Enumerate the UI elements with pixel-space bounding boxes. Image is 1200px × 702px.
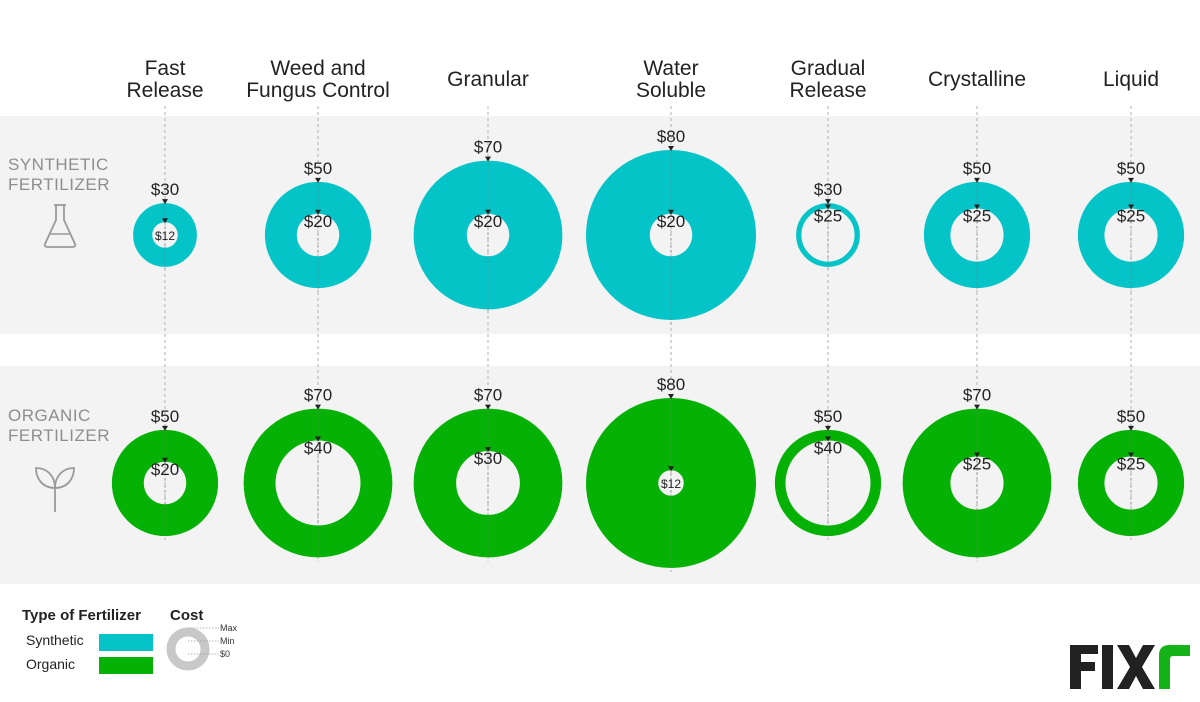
column-title-line: Liquid: [1102, 68, 1160, 91]
organic-min-label: $30: [474, 449, 502, 468]
organic-donut-fast-release: [111, 429, 219, 537]
column-title-line: Water: [643, 57, 699, 80]
legend-cost-title: Cost: [170, 607, 204, 624]
min-marker: [162, 218, 168, 224]
max-marker: [162, 199, 168, 205]
synthetic-max-label: $50: [963, 159, 991, 178]
max-marker: [162, 425, 168, 431]
min-marker: [974, 452, 980, 458]
column-title-line: Soluble: [635, 79, 707, 102]
sprout-icon: [35, 467, 75, 512]
synthetic-max-label: $50: [1117, 159, 1145, 178]
max-marker: [825, 199, 831, 205]
flask-icon: [43, 204, 77, 248]
column-title-line: Fast: [144, 57, 186, 80]
legend-synthetic-swatch: [99, 634, 153, 651]
max-marker: [485, 156, 491, 162]
synthetic-min-label: $25: [963, 206, 991, 225]
synthetic-max-label: $30: [814, 180, 842, 199]
organic-max-label: $70: [963, 386, 991, 405]
synthetic-max-label: $80: [657, 127, 685, 146]
organic-max-label: $50: [814, 407, 842, 426]
column-title-granular: Granular: [388, 69, 588, 91]
max-marker: [825, 425, 831, 431]
column-title-line: Weed and: [270, 57, 366, 80]
min-marker: [315, 436, 321, 442]
legend-min-label: Min: [220, 636, 235, 646]
organic-max-label: $50: [1117, 407, 1145, 426]
legend-max-label: Max: [220, 623, 238, 633]
min-marker: [1128, 204, 1134, 210]
organic-min-label: $25: [963, 454, 991, 473]
organic-max-label: $70: [304, 386, 332, 405]
column-title-line: Gradual: [790, 57, 866, 80]
synthetic-min-label: $25: [814, 206, 842, 225]
organic-max-label: $80: [657, 375, 685, 394]
min-marker: [668, 209, 674, 215]
synthetic-donut-granular: [413, 160, 563, 310]
organic-max-label: $70: [474, 386, 502, 405]
legend-organic-swatch: [99, 657, 153, 674]
max-marker: [315, 404, 321, 410]
min-marker: [1128, 452, 1134, 458]
organic-min-label: $20: [151, 460, 179, 479]
column-title-line: Fungus Control: [246, 79, 390, 102]
max-marker: [1128, 177, 1134, 183]
synthetic-max-label: $50: [304, 159, 332, 178]
synthetic-row-label: SYNTHETIC FERTILIZER: [8, 155, 110, 194]
legend-organic-label: Organic: [26, 656, 76, 672]
synthetic-min-label: $20: [304, 212, 332, 231]
synthetic-min-label: $20: [657, 212, 685, 231]
min-marker: [315, 209, 321, 215]
column-title-crystalline: Crystalline: [877, 69, 1077, 91]
column-title-fast-release: Fast Release: [65, 58, 265, 102]
synthetic-max-label: $70: [474, 138, 502, 157]
max-marker: [668, 146, 674, 151]
max-marker: [485, 404, 491, 410]
synthetic-donut-water-soluble: [586, 150, 756, 320]
legend-synthetic-label: Synthetic: [26, 632, 84, 648]
max-marker: [974, 404, 980, 410]
min-marker: [668, 466, 674, 472]
legend-cost-donut: [166, 627, 219, 671]
organic-row-label: ORGANIC FERTILIZER: [8, 406, 110, 445]
column-title-line: Crystalline: [927, 68, 1027, 91]
max-marker: [1128, 425, 1134, 431]
legend-type-title: Type of Fertilizer: [22, 607, 141, 624]
min-marker: [825, 436, 831, 442]
column-title-line: Granular: [447, 68, 529, 91]
min-marker: [485, 447, 491, 453]
fixr-logo: [1070, 645, 1190, 689]
legend-zero-label: $0: [220, 649, 231, 659]
organic-min-label: $25: [1117, 454, 1145, 473]
column-title-water-soluble: Water Soluble: [571, 58, 771, 102]
column-title-liquid: Liquid: [1031, 69, 1200, 91]
organic-min-label: $40: [814, 439, 842, 458]
organic-min-label: $40: [304, 439, 332, 458]
synthetic-min-label: $20: [474, 212, 502, 231]
min-marker: [974, 204, 980, 210]
column-title-line: Release: [789, 79, 867, 102]
synthetic-donut-weed-fungus: [264, 181, 372, 289]
organic-min-label: $12: [661, 477, 681, 491]
synthetic-min-label: $25: [1117, 206, 1145, 225]
column-title-gradual-release: Gradual Release: [728, 58, 928, 102]
min-marker: [162, 457, 168, 463]
min-marker: [825, 204, 831, 210]
synthetic-max-label: $30: [151, 180, 179, 199]
max-marker: [974, 177, 980, 183]
max-marker: [315, 177, 321, 183]
column-title-weed-fungus: Weed and Fungus Control: [218, 58, 418, 102]
column-title-line: Release: [126, 79, 204, 102]
synthetic-min-label: $12: [155, 229, 175, 243]
min-marker: [485, 209, 491, 215]
max-marker: [668, 394, 674, 399]
organic-max-label: $50: [151, 407, 179, 426]
